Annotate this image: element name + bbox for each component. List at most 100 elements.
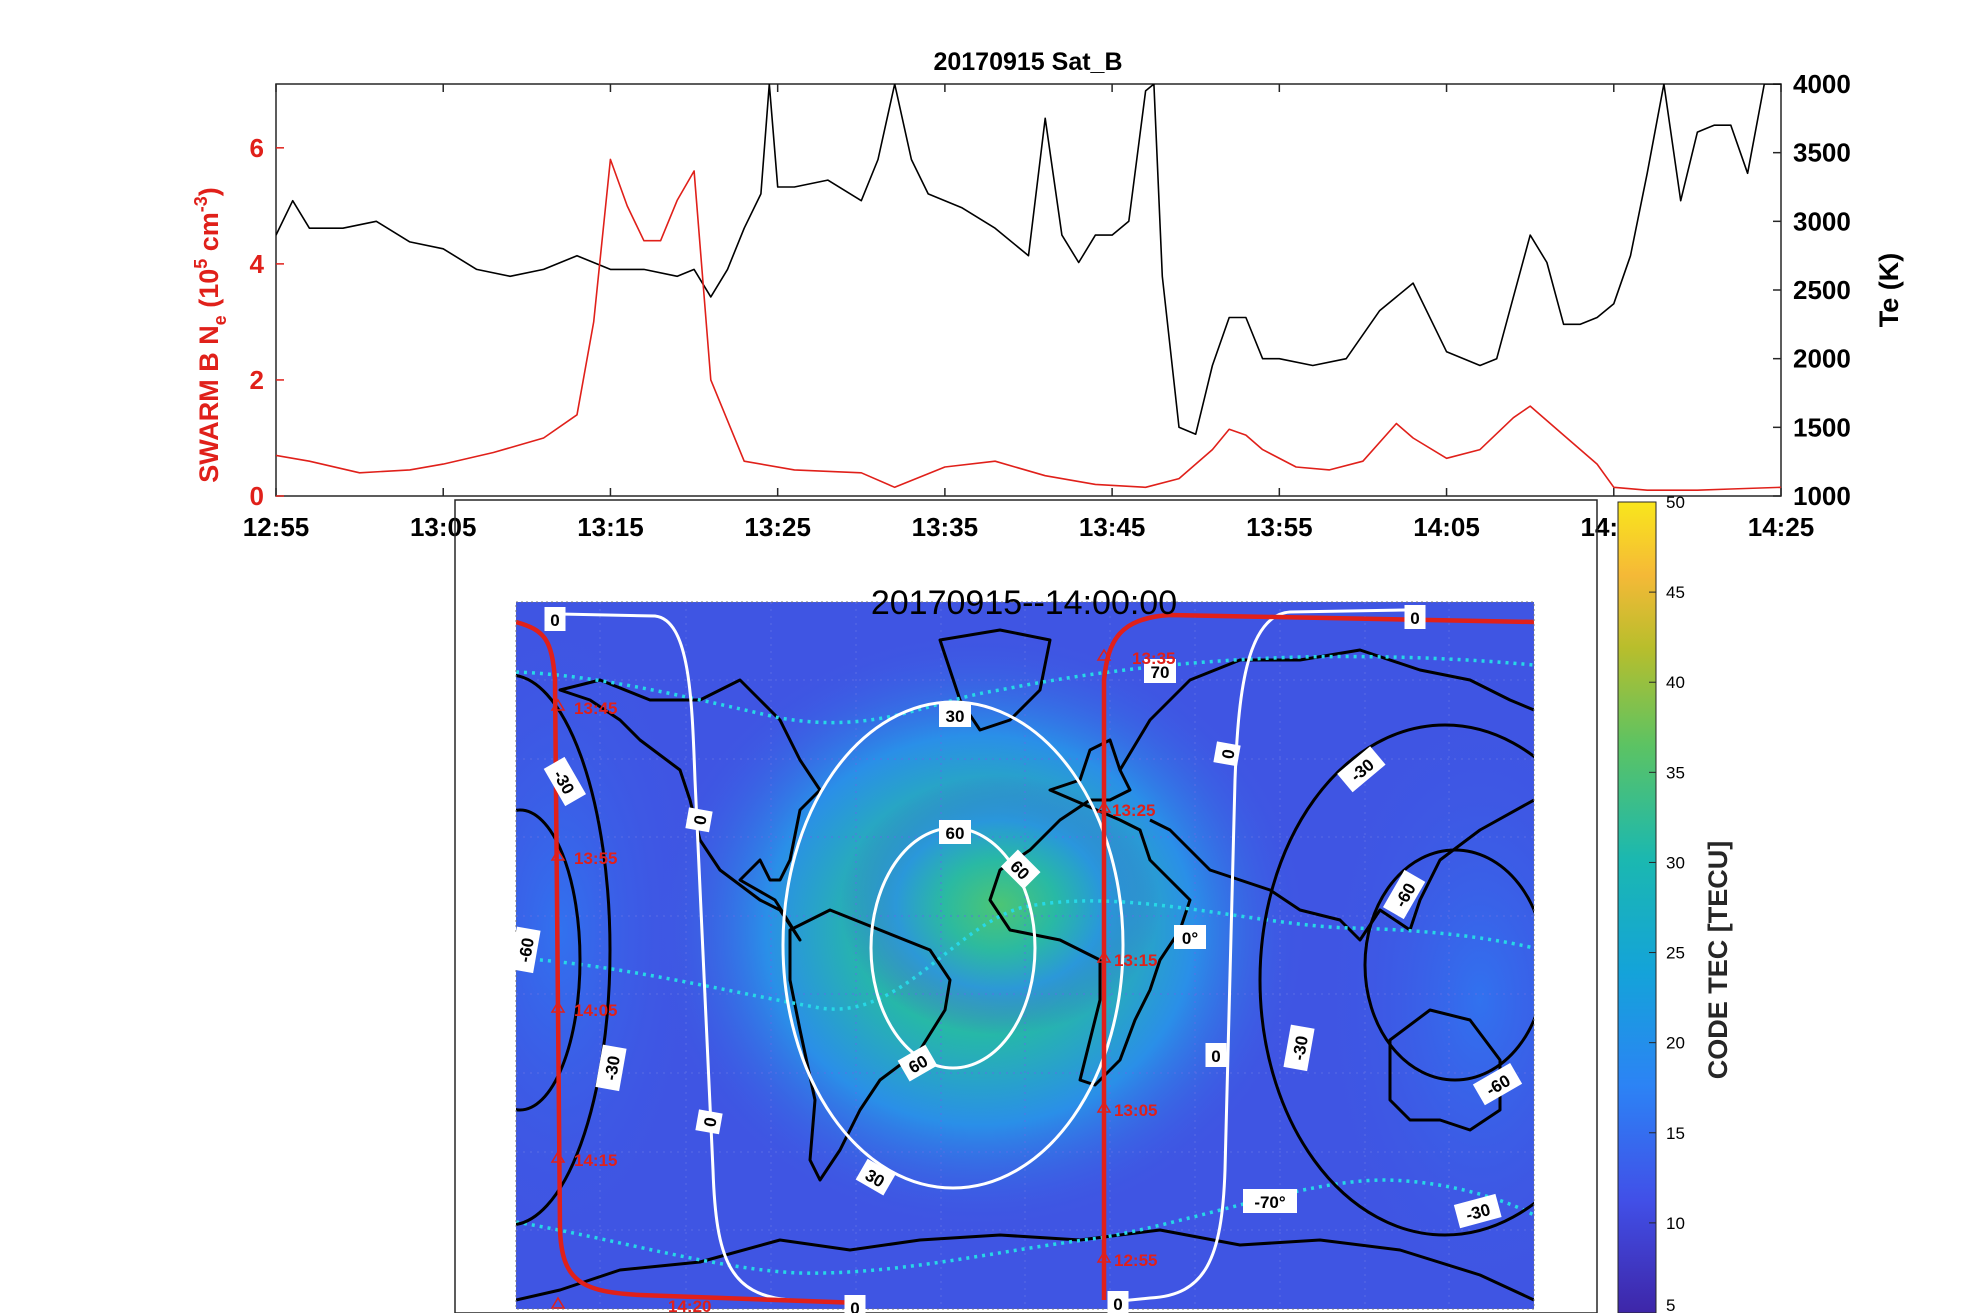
top-plot-frame xyxy=(275,83,1782,497)
contour-label: 60 xyxy=(939,820,971,844)
contour-label: -30 xyxy=(1453,1193,1502,1229)
contour-label: 0 xyxy=(544,607,566,631)
colorbar-tick-label: 5 xyxy=(1666,1296,1675,1313)
orbit-time-label: 13:45 xyxy=(574,699,617,718)
right-tick-label: 1500 xyxy=(1793,412,1851,442)
orbit-time-label: 13:35 xyxy=(1132,649,1175,668)
orbit-time-label: 13:15 xyxy=(1114,951,1157,970)
orbit-track-east xyxy=(1101,612,1534,1300)
contour-label-text: 0 xyxy=(700,1116,720,1129)
contour-label: 0 xyxy=(695,1109,723,1135)
contour-label-text: 0 xyxy=(850,1299,859,1313)
orbit-time-label: 13:25 xyxy=(1112,801,1155,820)
left-tick-label: 6 xyxy=(250,133,264,163)
top-panel: 20170915 Sat_B 12:55 13:05 13:15 13:25 13:35… xyxy=(191,48,1904,542)
contour-label-box xyxy=(1174,925,1206,949)
contour-label: 60 xyxy=(897,1044,938,1082)
contour-label-box xyxy=(1382,869,1426,920)
tec-map xyxy=(516,602,1534,1309)
contour-label-text: 0° xyxy=(1182,929,1198,948)
orbit-marker xyxy=(1096,648,1112,661)
colorbar-tick-label: 50 xyxy=(1666,493,1685,512)
colorbar-tick-label: 15 xyxy=(1666,1124,1685,1143)
orbit-time-label: 14:05 xyxy=(574,1001,617,1020)
contour-label-box xyxy=(939,703,971,727)
contour-label-box xyxy=(1453,1193,1502,1229)
contour-30 xyxy=(781,700,1125,1190)
right-tick-label: 4000 xyxy=(1793,69,1851,99)
orbit-time-label: 13:05 xyxy=(1114,1101,1157,1120)
x-tick-label: 12:55 xyxy=(243,512,310,542)
contour-label: 70 xyxy=(1144,659,1176,683)
orbit-track-west xyxy=(516,619,861,1306)
contour-label-text: 0 xyxy=(1113,1295,1122,1313)
contour-label-text: -30 xyxy=(601,1054,624,1082)
tec-hotspot-core xyxy=(840,775,1160,1035)
left-axis-label: SWARM B Ne (105 cm-3) xyxy=(191,187,230,483)
contour-label-text: 0 xyxy=(1218,748,1238,761)
contour-label-text: 70 xyxy=(1151,663,1170,682)
contour-label-box xyxy=(1213,741,1241,767)
orbit-marker xyxy=(1096,1100,1112,1113)
colorbar xyxy=(1617,501,1657,1313)
contour-label-box xyxy=(1205,1043,1227,1067)
colorbar-tick-label: 20 xyxy=(1666,1034,1685,1053)
top-chart-title: 20170915 Sat_B xyxy=(933,48,1122,76)
orbit-marker xyxy=(550,1000,566,1013)
contour-label-text: -70° xyxy=(1254,1193,1286,1212)
orbit-marker xyxy=(550,848,566,861)
contour-label-text: 0 xyxy=(1211,1047,1220,1066)
australia-coast xyxy=(1388,1008,1502,1132)
colorbar-tick-label: 40 xyxy=(1666,673,1685,692)
contour-label-box xyxy=(1283,1024,1315,1072)
colorbar-tick-label: 35 xyxy=(1666,763,1685,782)
contour-label-box xyxy=(509,926,541,974)
colorbar-tick-label: 45 xyxy=(1666,583,1685,602)
colorbar-tick-label: 10 xyxy=(1666,1214,1685,1233)
orbit-marker xyxy=(550,1150,566,1163)
north-america-coast xyxy=(558,678,822,942)
left-axis-tick-labels: 0 2 4 6 xyxy=(250,133,265,511)
contour-label: -70° xyxy=(1243,1189,1297,1213)
colorbar-tick-label: 30 xyxy=(1666,853,1685,872)
contour-label-box xyxy=(939,820,971,844)
orbit-markers xyxy=(550,648,1112,1309)
white-contours xyxy=(559,608,1406,1305)
orbit-marker xyxy=(1096,1250,1112,1263)
contour-label-text: 30 xyxy=(946,707,965,726)
contour-label: -30 xyxy=(1283,1024,1315,1072)
contour-0-west xyxy=(559,612,861,1305)
right-tick-label: 1000 xyxy=(1793,481,1851,511)
contour-label: 0 xyxy=(1404,605,1426,629)
contour-label-box xyxy=(1404,605,1426,629)
contour-label: 0 xyxy=(844,1295,866,1313)
ne-series-line xyxy=(276,158,1781,492)
contour-label-text: 0 xyxy=(550,611,559,630)
x-tick-label: 14:25 xyxy=(1748,512,1815,542)
right-tick-label: 3000 xyxy=(1793,206,1851,236)
left-tick-label: 0 xyxy=(250,481,264,511)
colorbar-label: CODE TEC [TECU] xyxy=(1703,841,1733,1080)
x-tick-label: 13:35 xyxy=(912,512,979,542)
contour-label: 30 xyxy=(939,703,971,727)
black-contours xyxy=(516,674,1534,1237)
coastlines xyxy=(516,628,1534,1302)
te-series-line xyxy=(276,84,1781,436)
magnetic-latitude-lines xyxy=(516,654,1534,1275)
contour-label-box xyxy=(685,807,713,833)
contour-label: 0 xyxy=(1213,741,1241,767)
contour-label-text: -60 xyxy=(515,936,538,964)
x-tick-label: 13:25 xyxy=(744,512,811,542)
contour-label-box xyxy=(1107,1291,1129,1313)
orbit-time-label: 13:55 xyxy=(574,849,617,868)
right-axis-label: Te (K) xyxy=(1874,253,1904,328)
contour-minus30-east xyxy=(1258,723,1534,1237)
contour-label-text: 0 xyxy=(1410,609,1419,628)
contour-minus60-east xyxy=(1363,848,1534,1082)
mlat-70-line xyxy=(516,654,1534,725)
orbit-marker xyxy=(1096,800,1112,813)
right-tick-label: 2500 xyxy=(1793,275,1851,305)
contour-label-box xyxy=(1472,1062,1523,1106)
